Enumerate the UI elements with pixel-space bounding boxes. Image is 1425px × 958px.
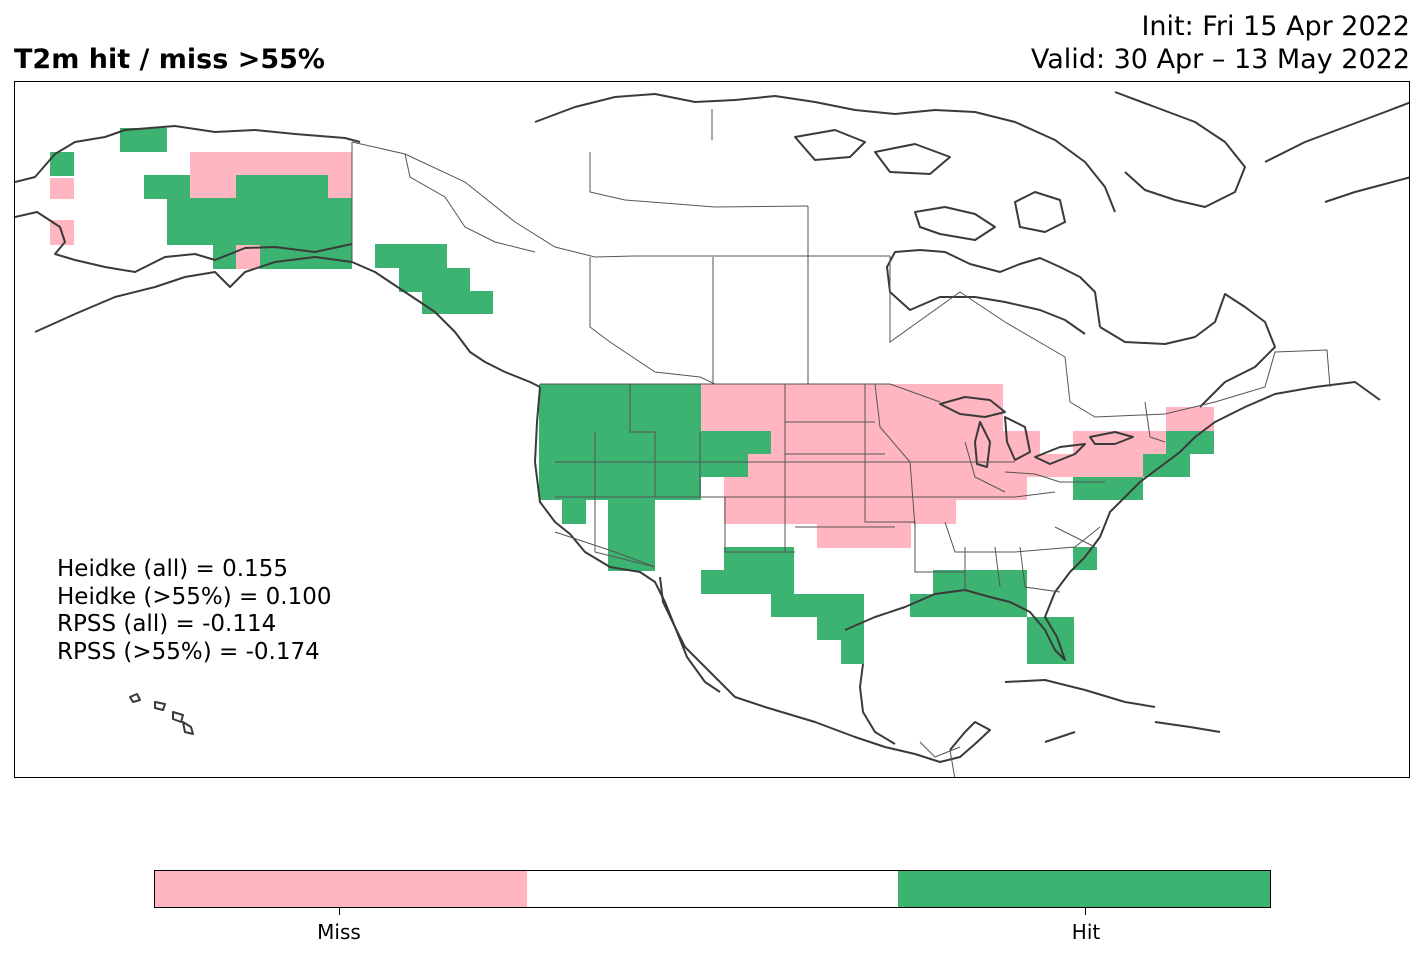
hit-cell [120,128,167,152]
hit-cell [562,500,586,524]
init-date: Init: Fri 15 Apr 2022 [1141,11,1410,42]
conus-cells [539,384,1214,664]
heidke-55: Heidke (>55%) = 0.100 [57,583,332,610]
hit-cell [375,244,447,268]
colorbar-hit-tick [1085,908,1086,915]
miss-cell [748,454,771,477]
hit-cell [236,175,328,199]
alaska-cells [50,128,352,269]
hit-cell [841,640,864,664]
coastlines [15,91,1409,763]
valid-period: Valid: 30 Apr – 13 May 2022 [1030,44,1410,75]
date-block: Init: Fri 15 Apr 2022 Valid: 30 Apr – 13… [1031,10,1410,76]
north-america-map [15,91,1409,777]
hit-cell [1073,477,1143,500]
skill-scores: Heidke (all) = 0.155 Heidke (>55%) = 0.1… [57,556,331,666]
miss-cell [701,384,1003,431]
hit-cell [167,198,352,245]
hit-cell [933,570,1027,594]
political-borders [351,109,1331,777]
colorbar-miss-segment [155,871,527,907]
colorbar-neutral-segment [526,871,899,907]
rpss-55: RPSS (>55%) = -0.174 [57,638,320,665]
miss-cell [724,500,956,524]
bc-coast-cells [375,244,493,314]
miss-cell [1027,454,1051,477]
hit-cell [539,384,701,500]
colorbar [154,870,1271,908]
hit-cell [701,570,794,594]
colorbar-hit-segment [898,871,1271,907]
map-panel [14,81,1410,778]
rpss-all: RPSS (all) = -0.114 [57,611,277,637]
miss-cell [724,477,1027,500]
hit-cell [771,594,864,617]
hit-cell [399,268,470,292]
colorbar-miss-tick [339,908,340,915]
heidke-all: Heidke (all) = 0.155 [57,556,288,582]
hit-cell [144,175,190,199]
colorbar-miss-label: Miss [317,920,361,944]
miss-cell [1166,407,1214,431]
miss-cell [1050,454,1166,477]
miss-cell [50,178,74,199]
hit-cell [608,500,655,571]
miss-cell [1003,454,1027,477]
map-title: T2m hit / miss >55% [14,44,325,75]
miss-cell [817,524,911,548]
hit-cell [422,291,493,314]
colorbar-hit-label: Hit [1071,920,1101,944]
hit-cell [817,617,864,640]
